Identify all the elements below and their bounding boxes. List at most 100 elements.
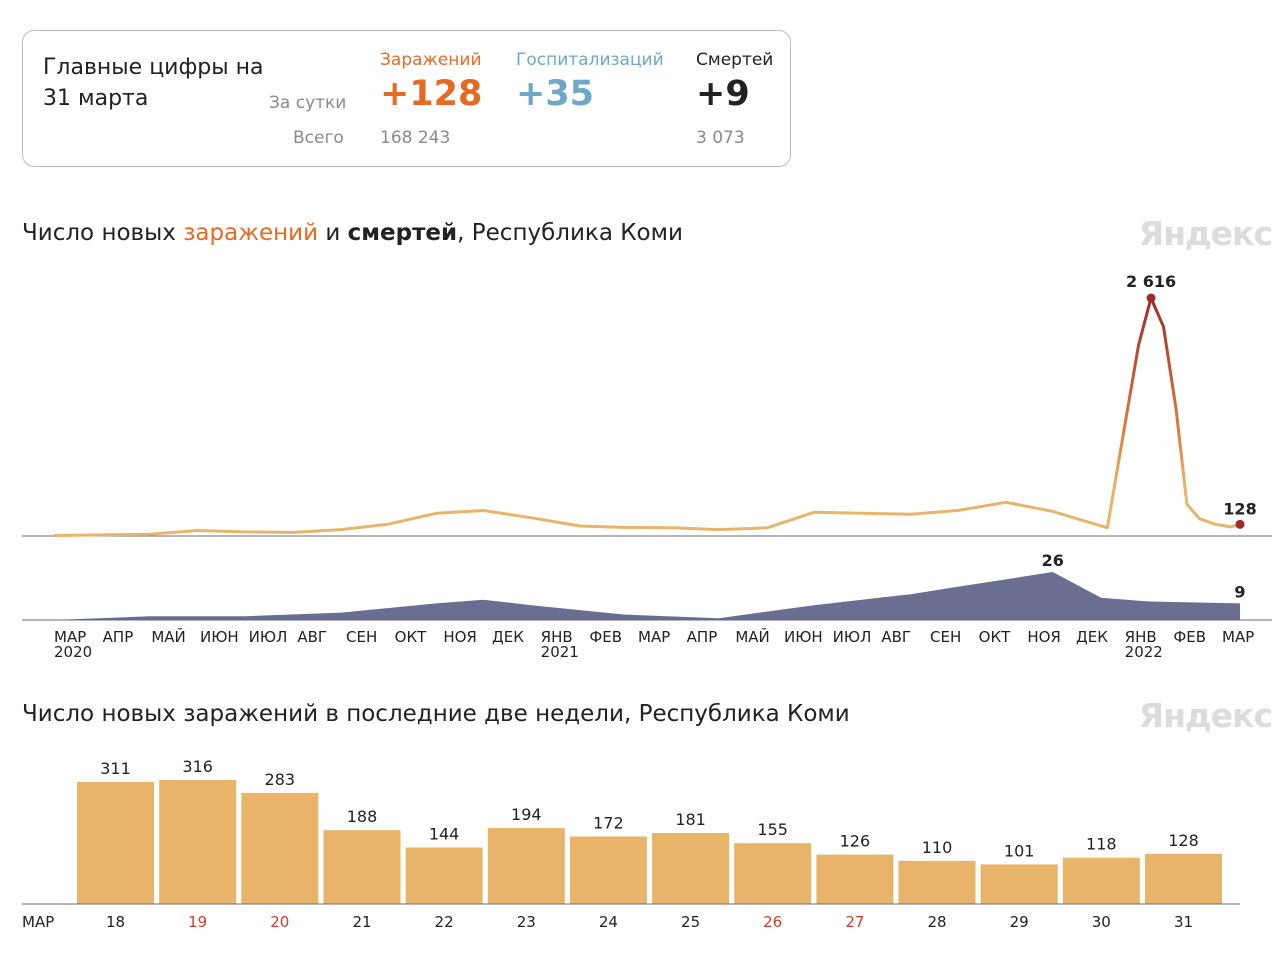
bar-value-label: 144 [429,825,460,844]
month-label: АВГ [297,628,327,646]
day-label: 21 [352,913,371,931]
bar [159,780,237,904]
infections-total-value: 168 243 [380,128,451,148]
month-label: МАР [1222,628,1254,646]
month-label: МАЙ [735,627,769,646]
deaths-peak-label: 26 [1042,551,1064,570]
bar [816,854,894,904]
infections-series-line [53,296,1241,537]
day-label: 24 [599,913,618,931]
infections-peak-marker [1146,293,1156,303]
month-axis-label: МАР [22,913,54,931]
month-label: ИЮЛ [249,628,288,646]
yandex-watermark-1: Яндекс [1138,214,1273,253]
bar [1145,853,1222,904]
month-label: МАЙ [151,627,185,646]
bar-value-label: 311 [100,759,131,778]
month-label: ОКТ [395,628,427,646]
bar [652,833,730,904]
month-label: АВГ [881,628,911,646]
bar-value-label: 283 [265,770,296,789]
bar [1062,857,1140,904]
summary-title: Главные цифры на 31 марта [43,55,264,111]
month-label: НОЯ [1027,628,1061,646]
bar-value-label: 155 [757,820,788,839]
infections-header: Заражений [380,50,482,70]
chart2-svg: 3111831619283201882114422194231722418125… [22,757,1240,931]
chart1-title-deaths: смертей [347,220,458,246]
month-label: ДЕК [492,628,524,646]
infections-day-value: +128 [380,74,483,114]
deaths-day-value: +9 [696,74,750,114]
month-label: НОЯ [443,628,477,646]
day-label: 23 [517,913,536,931]
infections-last-label: 128 [1223,499,1256,518]
bar [898,860,976,904]
bar-value-label: 118 [1086,835,1117,854]
day-label: 28 [927,913,946,931]
day-label: 26 [763,913,782,931]
month-label: ИЮЛ [833,628,872,646]
infections-last-marker [1235,519,1245,529]
chart1-title-mid: и [318,220,348,246]
bar-value-label: 126 [840,832,871,851]
deaths-total-value: 3 073 [696,128,745,148]
total-label: Всего [293,128,344,148]
infections-peak-label: 2 616 [1126,272,1176,291]
day-label: 29 [1010,913,1029,931]
deaths-series-area [54,572,1240,620]
month-label: АПР [103,628,134,646]
day-label: 19 [188,913,207,931]
bar-value-label: 172 [593,814,624,833]
deaths-header: Смертей [696,50,774,70]
chart1-title-infections: заражений [183,220,319,246]
bar-value-label: 101 [1004,841,1035,860]
bar-value-label: 194 [511,805,542,824]
day-label: 27 [845,913,864,931]
chart2-title: Число новых заражений в последние две не… [22,701,850,727]
bar [77,782,154,904]
day-label: 30 [1092,913,1111,931]
bar-value-label: 188 [347,807,378,826]
bar [487,827,565,904]
chart1-svg: 2 616 128 26 9 МАР АПР МАЙ ИЮН ИЮЛ АВГ СЕН ОКТ НОЯ ДЕ… [22,272,1272,661]
bar-value-label: 128 [1168,831,1199,850]
yandex-watermark-2: Яндекс [1138,696,1273,735]
day-label: 31 [1174,913,1193,931]
hospitalizations-header: Госпитализаций [516,50,664,70]
bar [569,836,647,904]
chart1-title: Число новых заражений и смертей, Республ… [22,220,683,246]
month-label: ОКТ [979,628,1011,646]
bar [980,864,1058,904]
month-label: ЯНВ [1125,628,1157,646]
hospitalizations-day-value: +35 [516,74,595,114]
month-label: ЯНВ [541,628,573,646]
month-label: МАР [54,628,86,646]
year-label: 2022 [1125,643,1163,661]
bar-value-label: 181 [675,810,706,829]
month-label: СЕН [930,628,961,646]
bar [405,847,483,904]
bar [734,843,812,904]
bar-value-label: 316 [182,757,213,776]
year-label: 2021 [541,643,579,661]
bar-value-label: 110 [922,838,953,857]
deaths-last-label: 9 [1234,582,1245,601]
day-label: 22 [435,913,454,931]
day-label: 25 [681,913,700,931]
month-label: ФЕВ [1173,628,1206,646]
month-label: ИЮН [784,628,823,646]
month-label: ИЮН [200,628,239,646]
bar [323,830,401,904]
month-label: ФЕВ [589,628,622,646]
month-label: ДЕК [1076,628,1108,646]
bar [241,792,319,904]
year-label: 2020 [54,643,92,661]
chart1-title-pre: Число новых [22,220,184,246]
chart1-title-post: , Республика Коми [457,220,683,246]
day-label: 20 [270,913,289,931]
per-day-label: За сутки [269,93,347,113]
day-label: 18 [106,913,125,931]
summary-card: Главные цифры на 31 марта За сутки Всего… [22,30,791,167]
month-label: АПР [687,628,718,646]
